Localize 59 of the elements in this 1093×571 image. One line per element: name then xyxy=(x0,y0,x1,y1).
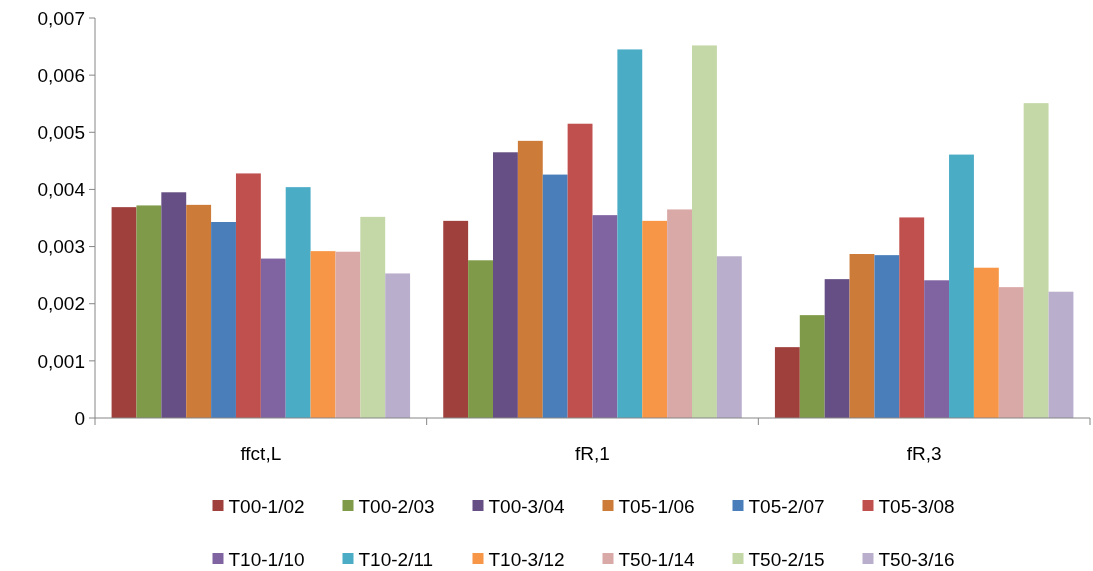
bar xyxy=(642,220,668,418)
bar xyxy=(774,347,800,418)
legend-label: T05-2/07 xyxy=(748,495,825,517)
legend-label: T00-2/03 xyxy=(358,495,435,517)
y-tick-label: 0,007 xyxy=(37,7,85,29)
y-tick-label: 0 xyxy=(74,407,85,429)
bar xyxy=(111,207,137,418)
bar xyxy=(617,49,643,418)
bar xyxy=(186,204,212,418)
bar xyxy=(161,192,187,418)
bar xyxy=(973,267,999,418)
bar xyxy=(360,216,386,418)
bar xyxy=(1023,103,1049,418)
bar xyxy=(998,287,1024,418)
bar xyxy=(567,123,593,418)
bar xyxy=(592,215,618,418)
x-tick-label: fR,3 xyxy=(906,443,942,464)
bar xyxy=(260,258,286,418)
bar xyxy=(310,251,336,418)
bar xyxy=(899,217,925,418)
bar xyxy=(468,260,493,418)
y-tick-label: 0,002 xyxy=(37,293,85,315)
bar xyxy=(716,256,742,418)
bar xyxy=(235,173,261,418)
bar xyxy=(1048,291,1074,418)
legend-label: T05-1/06 xyxy=(618,495,695,517)
legend-label: T00-3/04 xyxy=(488,495,565,517)
legend-label: T10-1/10 xyxy=(228,548,305,570)
bar xyxy=(667,209,692,418)
legend-label: T50-3/16 xyxy=(878,548,955,570)
legend-label: T50-2/15 xyxy=(748,548,825,570)
bar xyxy=(924,280,950,418)
bar xyxy=(443,220,469,418)
y-tick-label: 0,006 xyxy=(37,64,85,86)
bar xyxy=(799,315,825,418)
y-tick-label: 0,001 xyxy=(37,350,85,372)
x-tick-label: fR,1 xyxy=(575,443,610,464)
bar xyxy=(542,174,568,418)
bar xyxy=(824,279,850,418)
bar xyxy=(385,273,411,418)
bar xyxy=(874,255,900,418)
legend-label: T50-1/14 xyxy=(618,548,695,570)
bar xyxy=(517,140,543,418)
bar xyxy=(692,45,717,418)
y-tick-label: 0,004 xyxy=(37,179,86,201)
bar xyxy=(285,187,311,418)
legend-label: T05-3/08 xyxy=(878,495,955,517)
bar xyxy=(335,251,361,418)
bar xyxy=(849,254,875,418)
y-tick-label: 0,003 xyxy=(37,236,85,258)
bar xyxy=(136,205,162,418)
y-tick-label: 0,005 xyxy=(37,121,85,143)
legend-label: T10-2/11 xyxy=(358,548,434,570)
x-tick-label: ffct,L xyxy=(240,443,282,464)
bar xyxy=(493,152,518,418)
legend-label: T10-3/12 xyxy=(488,548,565,570)
bar xyxy=(949,154,974,418)
legend-label: T00-1/02 xyxy=(228,495,305,517)
bar xyxy=(211,222,236,418)
